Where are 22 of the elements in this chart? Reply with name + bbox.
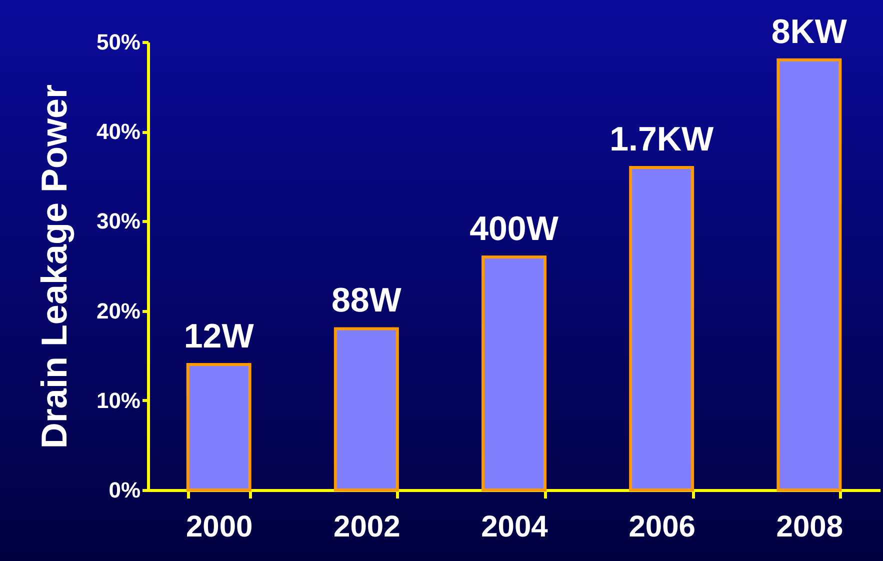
x-tick-label: 2006 — [628, 510, 696, 544]
x-tick-label: 2000 — [186, 510, 253, 544]
bar — [186, 363, 252, 492]
x-tick-label: 2002 — [334, 510, 400, 544]
x-tick-label: 2008 — [776, 510, 844, 544]
y-axis-title: Drain Leakage Power — [33, 84, 74, 449]
y-tick-label: 10% — [96, 388, 140, 413]
annotation: 400W — [470, 210, 560, 248]
y-tick-label: 50% — [96, 30, 140, 54]
x-tick-label: 2004 — [481, 510, 548, 544]
y-tick-label: 20% — [96, 298, 140, 324]
bar — [334, 327, 399, 492]
annotation: 12W — [184, 318, 255, 356]
annotation: 8KW — [771, 12, 848, 51]
annotation: 1.7KW — [610, 120, 714, 158]
bar — [482, 256, 546, 492]
y-tick-label: 0% — [108, 478, 140, 502]
y-tick-label: 40% — [96, 119, 140, 144]
annotation: 88W — [331, 282, 402, 320]
bar — [629, 166, 694, 492]
y-tick-label: 30% — [96, 208, 140, 234]
bar — [776, 58, 842, 492]
